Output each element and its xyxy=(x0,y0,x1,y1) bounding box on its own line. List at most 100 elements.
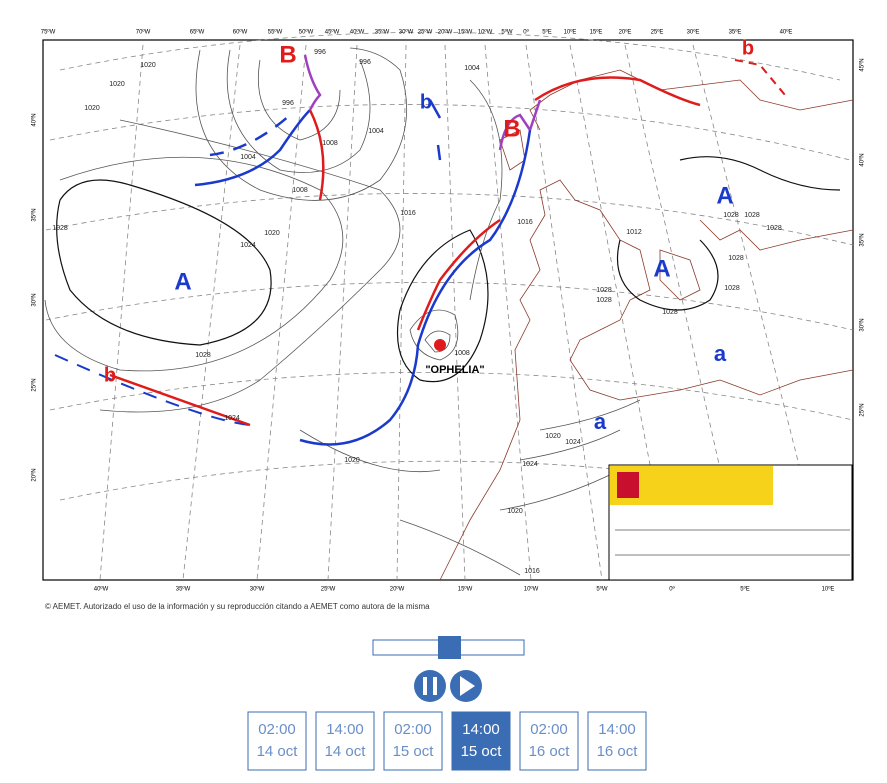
latitude-label: 30ºN xyxy=(859,318,866,331)
isobar-label: 1020 xyxy=(109,81,125,88)
latitude-label: 25ºN xyxy=(31,378,38,391)
longitude-label: 20ºW xyxy=(438,29,453,36)
date-label: 15 oct xyxy=(461,743,503,760)
isobar-label: 1004 xyxy=(368,128,384,135)
isobar-label: 996 xyxy=(359,59,371,66)
date-label: 16 oct xyxy=(597,743,639,760)
isobar-label: 1016 xyxy=(524,568,540,575)
slider-thumb[interactable] xyxy=(438,636,461,659)
longitude-label: 10ºW xyxy=(524,586,539,593)
isobar-label: 996 xyxy=(282,100,294,107)
play-button[interactable] xyxy=(450,670,482,702)
longitude-label: 10ºE xyxy=(564,29,577,36)
time-label: 14:00 xyxy=(462,721,500,738)
isobar-label: 1012 xyxy=(626,229,642,236)
isobar-label: 1020 xyxy=(344,457,360,464)
isobar-label: 1024 xyxy=(565,439,581,446)
isobar-label: 1028 xyxy=(52,225,68,232)
pressure-center: A xyxy=(716,182,733,209)
longitude-label: 35ºE xyxy=(729,29,742,36)
copyright: © AEMET. Autorizado el uso de la informa… xyxy=(45,602,430,611)
pressure-center: B xyxy=(279,41,296,68)
longitude-label: 35ºW xyxy=(176,586,191,593)
isobar-label: 1028 xyxy=(662,309,678,316)
time-button[interactable]: 02:00 15 oct xyxy=(383,711,443,771)
latitude-label: 35ºN xyxy=(859,233,866,246)
isobar-label: 1020 xyxy=(507,508,523,515)
isobar-label: 1028 xyxy=(596,287,612,294)
longitude-label: 20ºW xyxy=(390,586,405,593)
pressure-center: B xyxy=(503,115,520,142)
slider[interactable] xyxy=(372,636,525,659)
longitude-label: 30ºE xyxy=(687,29,700,36)
isobar-label: 1028 xyxy=(723,212,739,219)
longitude-label: 55ºW xyxy=(268,29,283,36)
longitude-label: 25ºW xyxy=(418,29,433,36)
longitude-label: 10ºE xyxy=(822,586,835,593)
time-label: 02:00 xyxy=(258,721,296,738)
isobar-label: 996 xyxy=(314,49,326,56)
isobar-label: 1028 xyxy=(728,255,744,262)
longitude-label: 25ºW xyxy=(321,586,336,593)
latitude-label: 35ºN xyxy=(31,208,38,221)
longitude-label: 5ºE xyxy=(740,586,750,593)
isobar-label: 1028 xyxy=(724,285,740,292)
time-button[interactable]: 14:00 14 oct xyxy=(315,711,375,771)
isobar-label: 1004 xyxy=(464,65,480,72)
isobar-label: 1016 xyxy=(400,210,416,217)
longitude-label: 60ºW xyxy=(233,29,248,36)
pressure-center: A xyxy=(653,255,670,282)
longitude-label: 30ºW xyxy=(399,29,414,36)
time-button-box xyxy=(587,711,647,771)
graticule xyxy=(45,31,854,581)
time-button-box xyxy=(519,711,579,771)
date-label: 14 oct xyxy=(325,743,367,760)
longitude-label: 10ºW xyxy=(478,29,493,36)
longitude-label: 5ºW xyxy=(596,586,608,593)
isobar-label: 1020 xyxy=(264,230,280,237)
longitude-label: 25ºE xyxy=(651,29,664,36)
time-label: 14:00 xyxy=(326,721,364,738)
longitude-label: 45ºW xyxy=(325,29,340,36)
latitude-label: 45ºN xyxy=(859,58,866,71)
legend-box xyxy=(608,464,853,581)
longitude-label: 40ºW xyxy=(350,29,365,36)
isobar-label: 1016 xyxy=(517,219,533,226)
longitude-label: 5ºW xyxy=(501,29,513,36)
longitude-label: 0º xyxy=(523,29,529,36)
isobar-label: 1028 xyxy=(766,225,782,232)
longitude-label: 40ºE xyxy=(780,29,793,36)
longitude-label: 35ºW xyxy=(375,29,390,36)
isobar-label: 1004 xyxy=(240,154,256,161)
fronts xyxy=(54,54,786,446)
time-label: 02:00 xyxy=(394,721,432,738)
latitude-label: 30ºN xyxy=(31,293,38,306)
time-button[interactable]: 14:00 16 oct xyxy=(587,711,647,771)
longitude-label: 40ºW xyxy=(94,586,109,593)
latitude-label: 40ºN xyxy=(31,113,38,126)
isobar-label: 1028 xyxy=(744,212,760,219)
isobar-label: 1020 xyxy=(84,105,100,112)
time-button-box xyxy=(383,711,443,771)
time-button-box xyxy=(315,711,375,771)
longitude-label: 15ºW xyxy=(458,586,473,593)
longitude-label: 50ºW xyxy=(299,29,314,36)
isobar-label: 1028 xyxy=(596,297,612,304)
isobar-label: 1008 xyxy=(292,187,308,194)
pause-button[interactable] xyxy=(414,670,446,702)
latitude-label: 25ºN xyxy=(859,403,866,416)
longitude-label: 20ºE xyxy=(619,29,632,36)
time-button[interactable]: 02:00 14 oct xyxy=(247,711,307,771)
pressure-center: a xyxy=(714,341,727,366)
storm-name: "OPHELIA" xyxy=(425,364,484,376)
isobar-label: 1020 xyxy=(545,433,561,440)
time-button[interactable]: 02:00 16 oct xyxy=(519,711,579,771)
pressure-center: b xyxy=(420,91,432,113)
time-button[interactable]: 14:00 15 oct xyxy=(451,711,511,771)
pressure-center: a xyxy=(594,409,607,434)
longitude-label: 75ºW xyxy=(41,29,56,36)
date-label: 14 oct xyxy=(257,743,299,760)
longitude-label: 15ºE xyxy=(590,29,603,36)
isobar-label: 1024 xyxy=(522,461,538,468)
